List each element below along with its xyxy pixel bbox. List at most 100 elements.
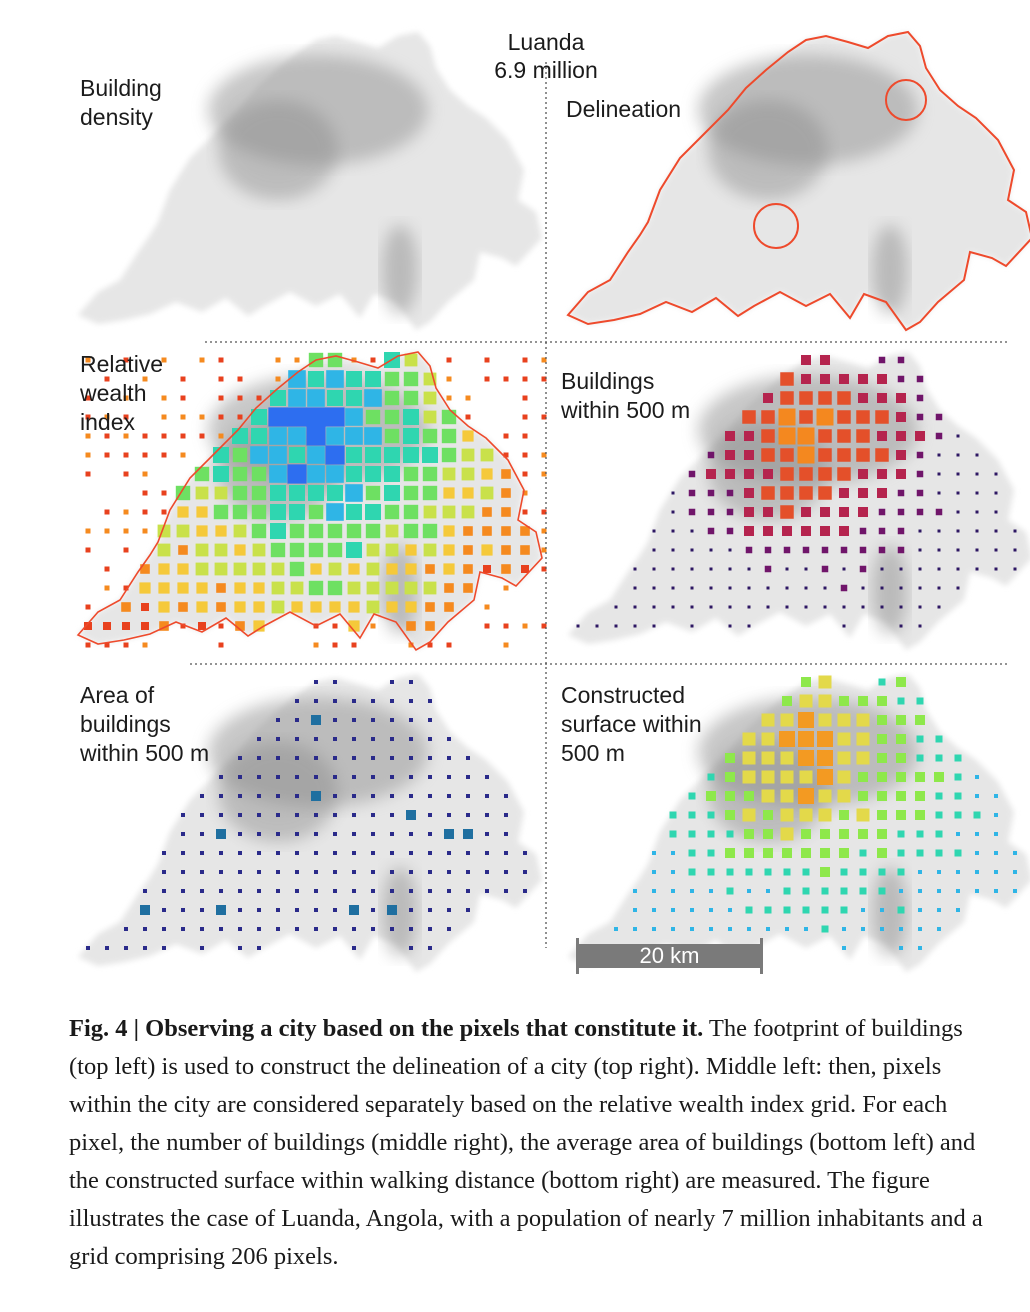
area-of-buildings-pixel [352, 851, 356, 855]
constructed-surface-pixel [839, 829, 849, 839]
constructed-surface-pixel [744, 848, 754, 858]
relative-wealth-index-pixel [425, 564, 435, 574]
area-of-buildings-pixel [238, 870, 242, 874]
buildings-within-500m-pixel [878, 508, 886, 516]
area-of-buildings-pixel [140, 905, 150, 915]
area-of-buildings-pixel [314, 832, 318, 836]
relative-wealth-index-pixel [251, 428, 267, 444]
relative-wealth-index-pixel [423, 581, 437, 595]
relative-wealth-index-pixel [142, 509, 148, 515]
buildings-within-500m-pixel [802, 546, 810, 554]
buildings-within-500m-pixel [875, 410, 889, 424]
constructed-surface-pixel [896, 734, 906, 744]
constructed-surface-pixel [652, 851, 656, 855]
area-of-buildings-pixel [409, 794, 413, 798]
relative-wealth-index-pixel [326, 370, 344, 388]
relative-wealth-index-pixel [463, 526, 473, 536]
constructed-surface-pixel [798, 731, 814, 747]
area-of-buildings-pixel [333, 927, 337, 931]
relative-wealth-index-pixel [522, 376, 528, 382]
relative-wealth-index-pixel [251, 409, 267, 425]
relative-wealth-index-pixel [123, 528, 129, 534]
relative-wealth-index-pixel [196, 525, 208, 537]
relative-wealth-index-pixel [251, 466, 267, 482]
relative-wealth-index-pixel [463, 545, 473, 555]
buildings-within-500m-pixel [975, 529, 979, 533]
area-of-buildings-pixel [390, 680, 394, 684]
constructed-surface-pixel [798, 750, 814, 766]
buildings-within-500m-pixel [935, 413, 943, 421]
constructed-surface-pixel [761, 789, 775, 803]
relative-wealth-index-pixel [425, 621, 435, 631]
relative-wealth-index-pixel [291, 601, 303, 613]
relative-wealth-index-pixel [441, 409, 457, 425]
relative-wealth-index-pixel [307, 465, 325, 483]
buildings-within-500m-pixel [858, 469, 868, 479]
buildings-within-500m-pixel [856, 448, 870, 462]
constructed-surface-pixel [671, 889, 675, 893]
relative-wealth-index-pixel [501, 564, 511, 574]
buildings-within-500m-pixel [804, 586, 808, 590]
constructed-surface-pixel [954, 773, 962, 781]
buildings-within-500m-pixel [780, 505, 794, 519]
area-of-buildings-pixel [181, 832, 185, 836]
buildings-within-500m-pixel [899, 586, 903, 590]
constructed-surface-pixel [994, 851, 998, 855]
constructed-surface-pixel [897, 849, 905, 857]
relative-wealth-index-pixel [289, 542, 305, 558]
relative-wealth-index-pixel [232, 447, 248, 463]
buildings-within-500m-pixel [576, 624, 580, 628]
constructed-surface-pixel [837, 789, 851, 803]
relative-wealth-index-pixel [275, 357, 281, 363]
buildings-within-500m-pixel [821, 565, 829, 573]
buildings-within-500m-pixel [780, 372, 794, 386]
constructed-surface-pixel [818, 808, 832, 822]
buildings-within-500m-pixel [994, 567, 998, 571]
area-of-buildings-pixel [295, 794, 299, 798]
relative-wealth-index-pixel [214, 486, 228, 500]
buildings-within-500m-pixel [856, 410, 870, 424]
relative-wealth-index-pixel [503, 376, 509, 382]
relative-wealth-index-pixel [345, 408, 363, 426]
area-of-buildings-pixel [466, 756, 470, 760]
area-of-buildings-pixel [390, 699, 394, 703]
constructed-surface-pixel [633, 927, 637, 931]
relative-wealth-index-pixel [103, 622, 111, 630]
constructed-surface-pixel [671, 908, 675, 912]
relative-wealth-index-pixel [121, 602, 131, 612]
buildings-within-500m-pixel [707, 527, 715, 535]
constructed-surface-pixel [820, 848, 830, 858]
relative-wealth-index-pixel [289, 504, 305, 520]
relative-wealth-index-pixel [213, 504, 229, 520]
relative-wealth-index-pixel [365, 504, 381, 520]
buildings-within-500m-pixel [916, 413, 924, 421]
buildings-within-500m-pixel [747, 624, 751, 628]
relative-wealth-index-pixel [256, 395, 262, 401]
constructed-surface-pixel [742, 732, 756, 746]
constructed-surface-pixel [799, 694, 813, 708]
relative-wealth-index-pixel [141, 603, 149, 611]
area-of-buildings-pixel [276, 775, 280, 779]
relative-wealth-index-pixel [346, 542, 362, 558]
constructed-surface-pixel [897, 868, 905, 876]
constructed-surface-pixel [935, 849, 943, 857]
relative-wealth-index-pixel [85, 528, 91, 534]
relative-wealth-index-pixel [251, 485, 267, 501]
area-of-buildings-pixel [485, 794, 489, 798]
area-of-buildings-pixel [295, 775, 299, 779]
buildings-within-500m-pixel [897, 375, 905, 383]
buildings-within-500m-pixel [861, 605, 865, 609]
constructed-surface-pixel [709, 927, 713, 931]
relative-wealth-index-pixel [289, 485, 305, 501]
relative-wealth-index-pixel [123, 509, 129, 515]
constructed-surface-pixel [837, 751, 851, 765]
relative-wealth-index-pixel [233, 562, 247, 576]
area-of-buildings-pixel [238, 756, 242, 760]
relative-wealth-index-pixel [403, 428, 419, 444]
area-of-buildings-pixel [200, 813, 204, 817]
area-of-buildings-pixel [387, 905, 397, 915]
relative-wealth-index-pixel [444, 602, 454, 612]
buildings-within-500m-pixel [726, 527, 734, 535]
relative-wealth-index-pixel [403, 523, 419, 539]
relative-wealth-index-pixel [461, 448, 475, 462]
